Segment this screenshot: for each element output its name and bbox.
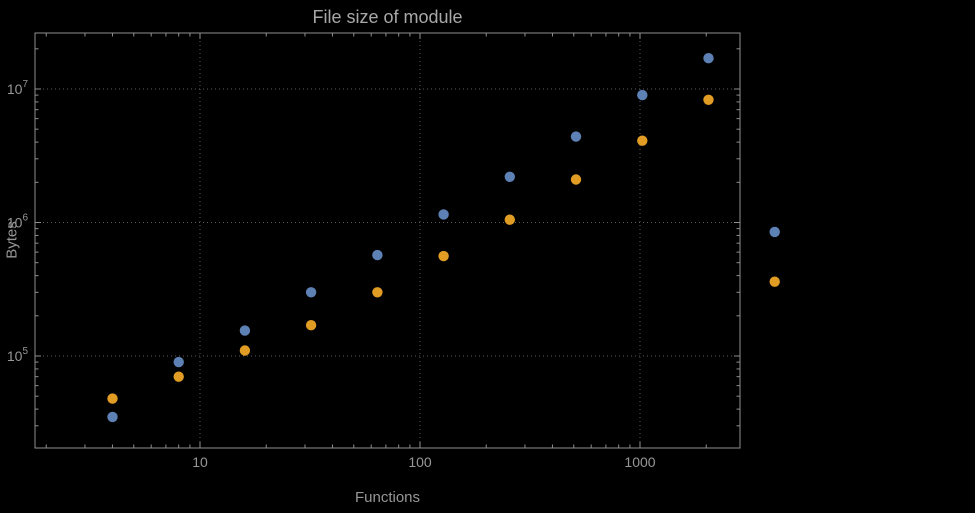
data-point-series-orange <box>637 135 648 146</box>
y-axis-label: Bytes <box>3 221 21 259</box>
data-point-series-blue <box>239 325 251 336</box>
data-point-series-orange <box>239 345 251 356</box>
y-tick-label: 105 <box>7 346 29 364</box>
data-point-series-orange <box>438 250 449 262</box>
plot-frame <box>34 32 741 449</box>
data-point-series-orange <box>305 320 317 331</box>
data-point-series-blue <box>372 249 383 261</box>
data-point-series-orange <box>372 287 383 298</box>
data-point-series-blue <box>438 209 449 220</box>
data-point-series-blue <box>173 356 184 368</box>
y-tick-label: 106 <box>7 213 29 231</box>
data-point-series-orange <box>173 371 184 382</box>
data-point-series-blue <box>107 411 118 423</box>
data-point-series-orange <box>107 393 118 404</box>
data-point-series-orange <box>504 214 515 225</box>
data-point-series-blue <box>504 171 515 182</box>
x-axis-label: Functions <box>354 489 421 506</box>
data-point-series-blue <box>703 53 714 64</box>
data-point-series-blue <box>769 226 780 238</box>
x-tick-label: 10 <box>192 454 208 470</box>
data-point-series-blue <box>570 131 582 142</box>
data-point-series-blue <box>305 287 317 298</box>
chart-title: File size of module <box>312 7 463 27</box>
x-tick-label: 1000 <box>624 454 655 470</box>
data-point-series-orange <box>570 174 582 185</box>
data-point-series-orange <box>769 276 780 287</box>
data-point-series-orange <box>703 94 714 106</box>
x-tick-label: 100 <box>408 454 432 470</box>
data-point-series-blue <box>637 89 648 101</box>
y-tick-label: 107 <box>7 79 29 97</box>
